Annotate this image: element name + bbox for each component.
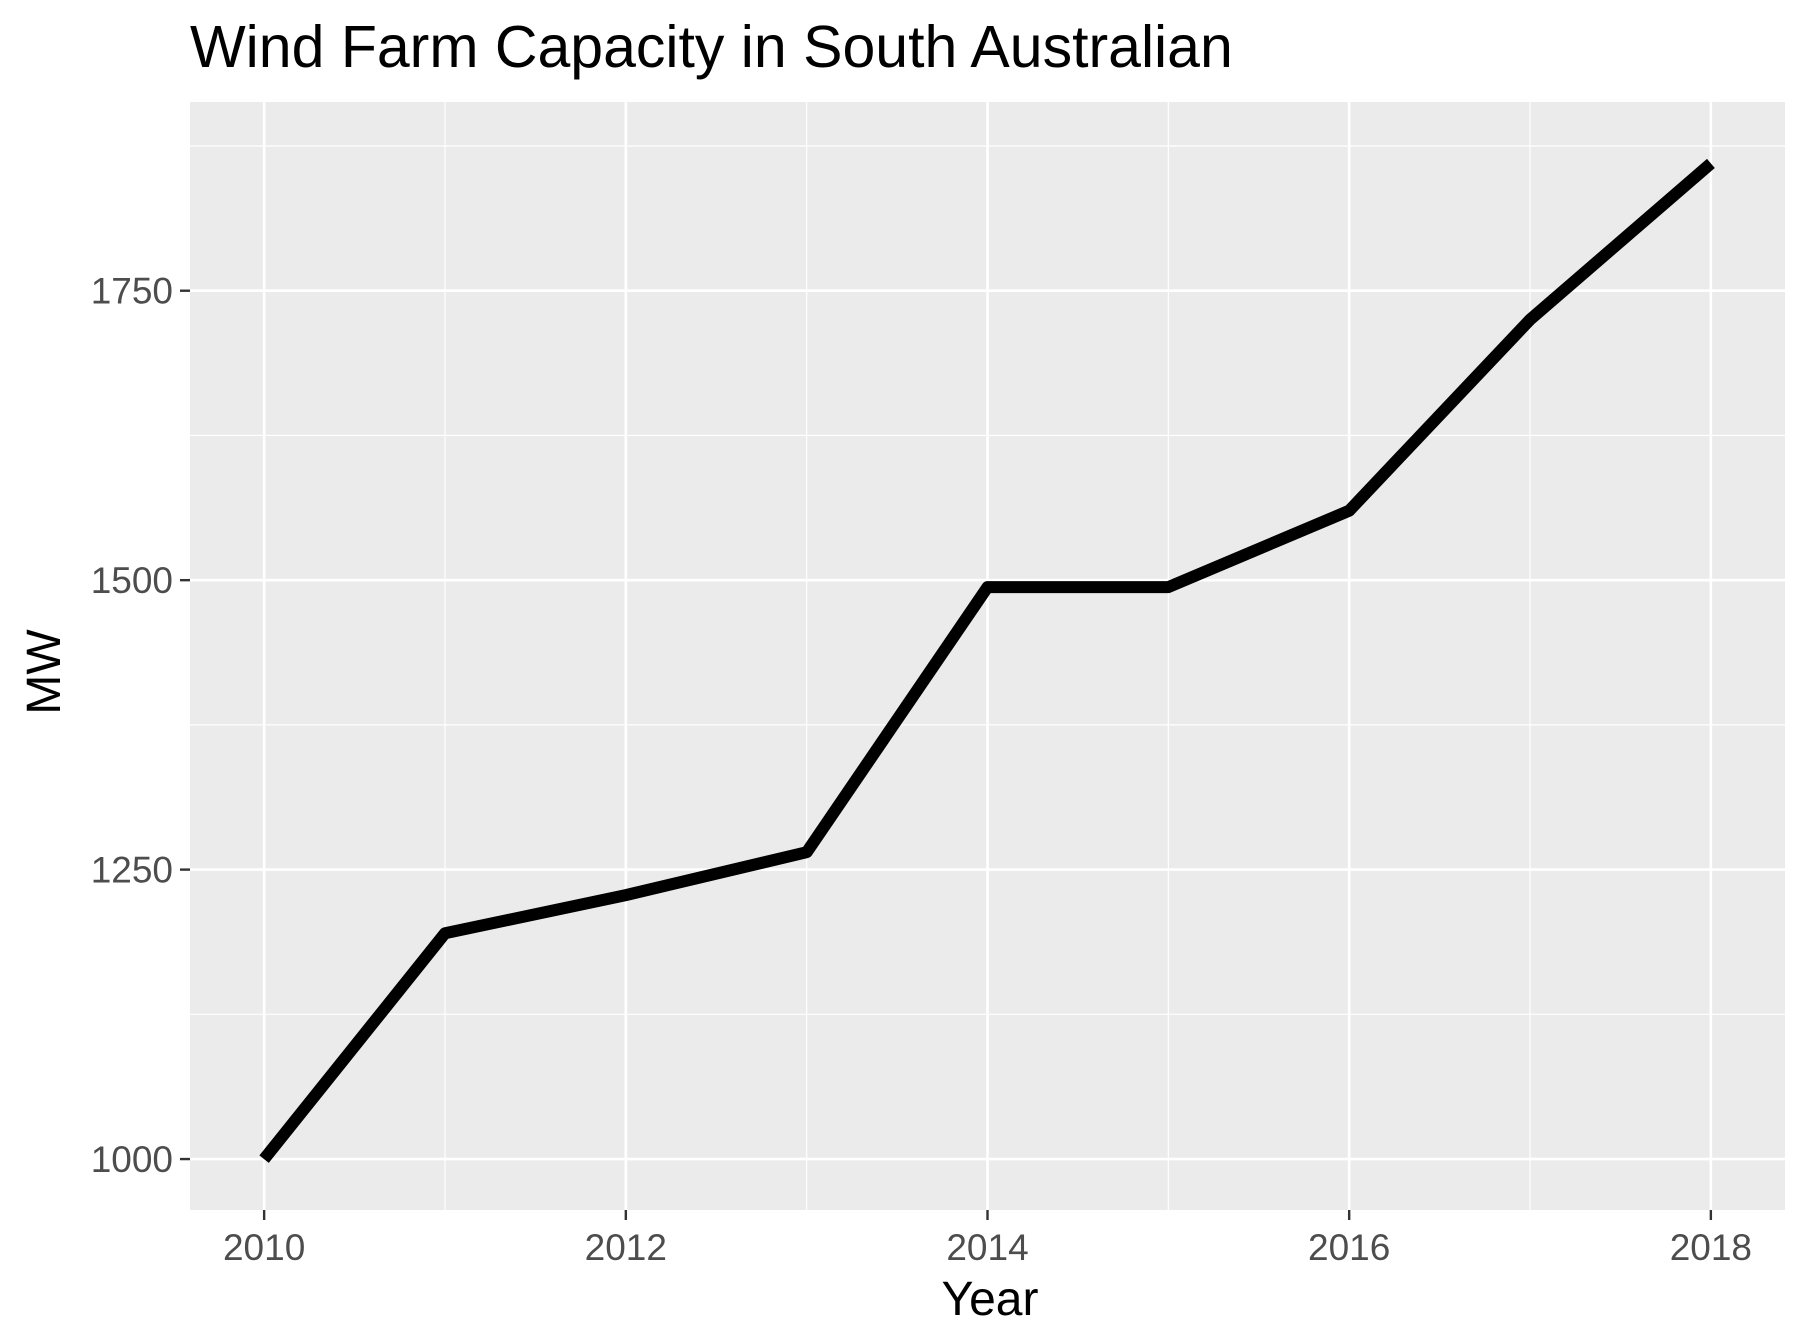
y-axis: 1000 1250 1500 1750 — [91, 271, 190, 1180]
x-axis-title: Year — [942, 1273, 1039, 1326]
chart-title: Wind Farm Capacity in South Australian — [190, 14, 1233, 80]
series-layer — [259, 158, 1715, 1163]
series-line — [259, 158, 1715, 1163]
y-tick-label: 1500 — [91, 560, 173, 601]
x-tick-label: 2014 — [946, 1227, 1028, 1268]
x-tick-label: 2012 — [585, 1227, 667, 1268]
x-tick-label: 2010 — [223, 1227, 305, 1268]
x-axis: 2010 2012 2014 2016 2018 — [223, 1210, 1752, 1268]
y-tick-label: 1250 — [91, 850, 173, 891]
x-tick-label: 2018 — [1670, 1227, 1752, 1268]
major-gridlines — [190, 102, 1785, 1210]
x-tick-label: 2016 — [1308, 1227, 1390, 1268]
y-axis-title: MW — [18, 629, 71, 715]
y-tick-label: 1750 — [91, 271, 173, 312]
y-tick-label: 1000 — [91, 1139, 173, 1180]
